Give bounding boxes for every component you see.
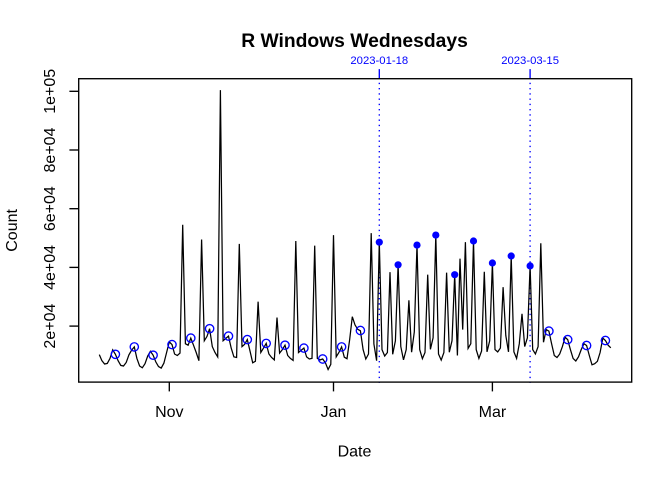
svg-text:Jan: Jan [321, 404, 347, 421]
svg-text:1e+05: 1e+05 [42, 69, 59, 114]
svg-text:Mar: Mar [479, 404, 507, 421]
svg-text:2023-01-18: 2023-01-18 [350, 55, 408, 67]
svg-text:R Windows Wednesdays: R Windows Wednesdays [241, 31, 468, 52]
svg-text:4e+04: 4e+04 [42, 245, 59, 290]
svg-text:Nov: Nov [155, 404, 183, 421]
svg-text:8e+04: 8e+04 [42, 127, 59, 172]
svg-text:2e+04: 2e+04 [42, 304, 59, 349]
svg-text:Count: Count [4, 209, 21, 252]
svg-text:Date: Date [338, 444, 372, 461]
svg-text:6e+04: 6e+04 [42, 186, 59, 231]
svg-text:2023-03-15: 2023-03-15 [501, 55, 559, 67]
